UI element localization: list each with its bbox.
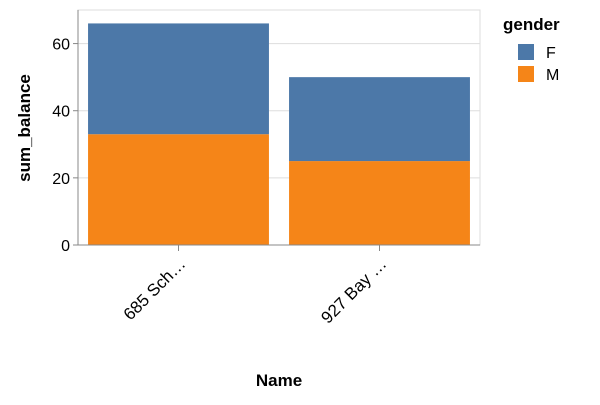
legend-swatch-f [518,44,534,60]
legend-label: M [546,67,559,84]
y-tick-label: 20 [52,171,70,188]
bar-segment-f [289,77,470,162]
y-tick-label: 60 [52,37,70,54]
bar-segment-m [88,134,269,245]
legend-label: F [546,45,556,62]
y-tick-label: 40 [52,104,70,121]
legend: gender FM [503,15,560,84]
bar-segment-f [88,23,269,135]
bars [88,23,470,245]
x-tick-label: 685 Sch… [120,254,190,324]
legend-title: gender [503,15,560,34]
x-tick-label: 927 Bay … [317,254,390,327]
legend-items: FM [518,44,559,84]
y-axis-title: sum_balance [15,74,34,182]
y-tick-label: 0 [61,238,70,255]
bar-segment-m [289,161,470,245]
legend-swatch-m [518,66,534,82]
x-axis-title: Name [256,371,302,390]
